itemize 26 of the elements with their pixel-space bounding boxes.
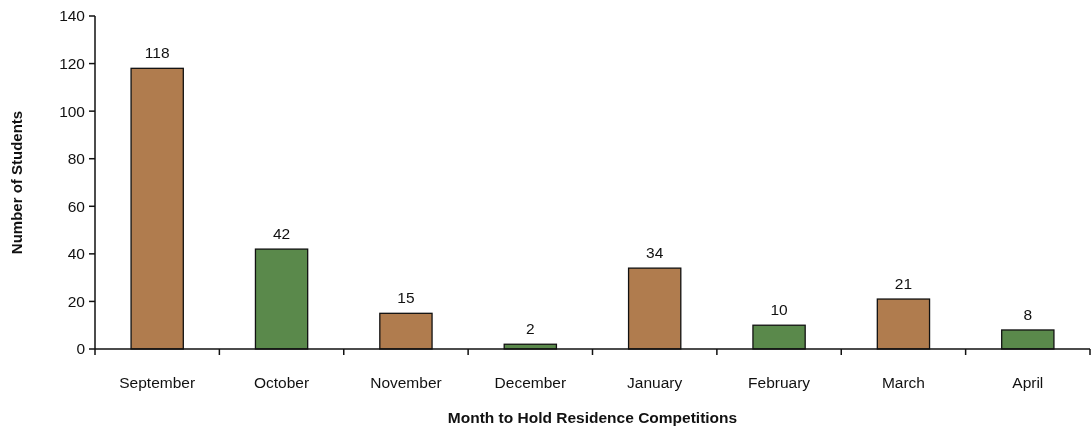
x-tick-label: December xyxy=(494,374,567,391)
data-label: 2 xyxy=(526,320,535,338)
data-label: 8 xyxy=(1023,305,1033,323)
data-label: 118 xyxy=(144,44,170,62)
data-label: 42 xyxy=(272,225,291,243)
x-tick-label: February xyxy=(748,374,811,391)
y-tick-label: 60 xyxy=(67,197,86,215)
x-tick-label: November xyxy=(370,374,442,391)
data-label: 15 xyxy=(397,289,415,307)
data-label: 10 xyxy=(770,301,789,319)
x-axis-title: Month to Hold Residence Competitions xyxy=(447,409,738,426)
x-tick-label: April xyxy=(1012,374,1044,391)
y-tick-label: 0 xyxy=(76,340,86,358)
y-tick-label: 140 xyxy=(59,7,86,25)
y-axis-title: Number of Students xyxy=(8,110,25,255)
data-label: 34 xyxy=(646,244,664,262)
data-label: 21 xyxy=(894,275,913,293)
y-tick-label: 100 xyxy=(59,102,86,120)
y-tick-label: 40 xyxy=(67,245,86,263)
x-tick-label: October xyxy=(253,374,310,391)
y-tick-label: 120 xyxy=(59,55,86,72)
x-tick-label: March xyxy=(881,374,925,391)
y-tick-label: 20 xyxy=(67,292,86,310)
x-tick-label: January xyxy=(627,374,683,391)
y-tick-label: 80 xyxy=(67,150,86,168)
x-tick-label: September xyxy=(119,374,196,391)
